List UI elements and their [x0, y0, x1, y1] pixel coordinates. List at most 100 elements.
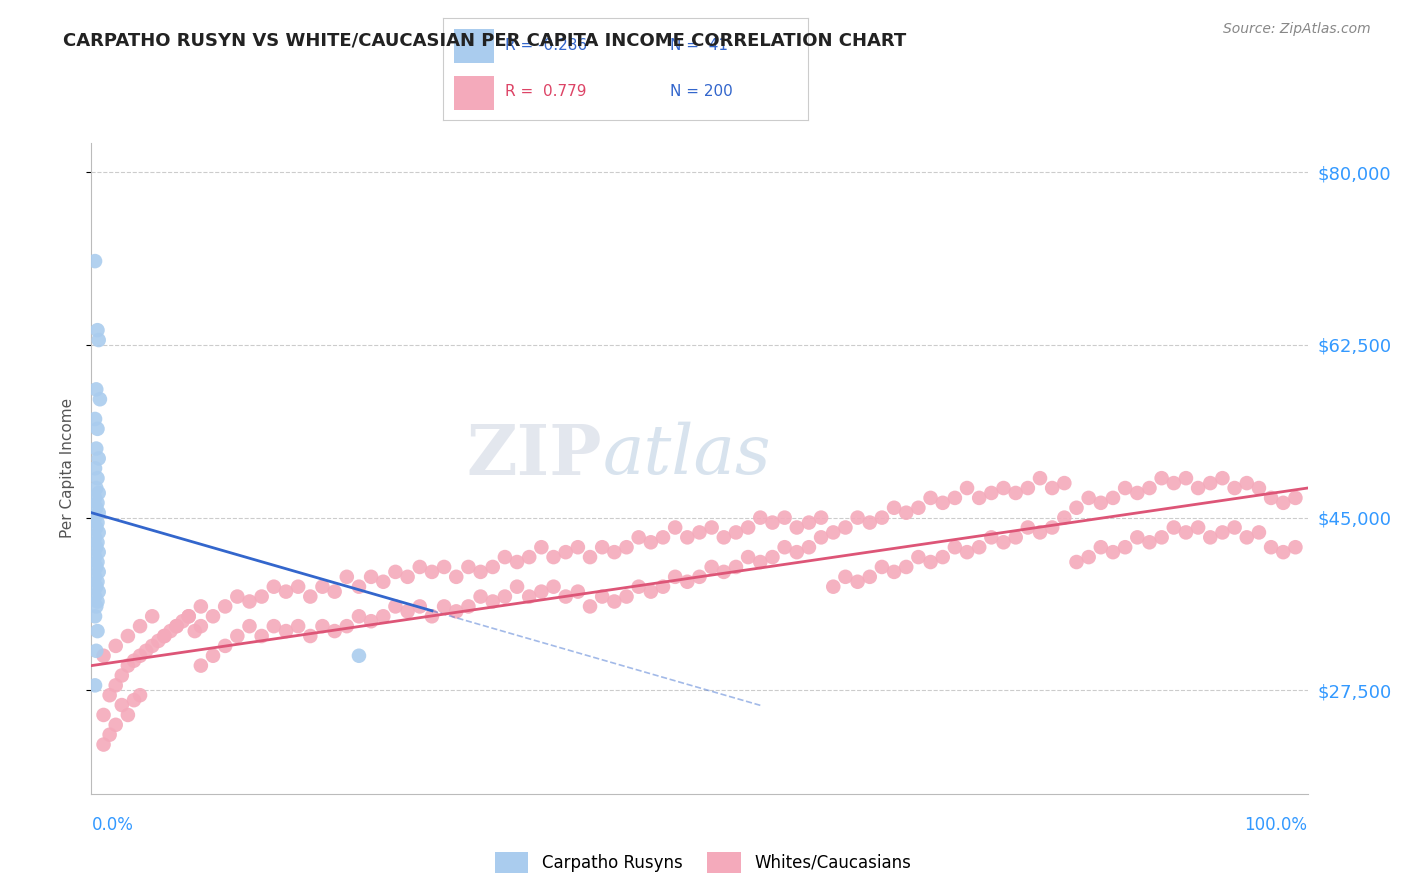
Point — [84, 550, 107, 565]
Point — [737, 520, 759, 534]
Point — [84, 510, 107, 524]
Point — [420, 565, 443, 579]
Point — [323, 584, 346, 599]
Legend: Carpatho Rusyns, Whites/Caucasians: Carpatho Rusyns, Whites/Caucasians — [488, 846, 918, 880]
Point — [98, 728, 121, 742]
Point — [129, 688, 152, 702]
Point — [122, 654, 145, 668]
Point — [1187, 481, 1209, 495]
Point — [1077, 491, 1099, 505]
Point — [457, 599, 479, 614]
Point — [859, 516, 882, 530]
Point — [1163, 520, 1185, 534]
Point — [86, 516, 108, 530]
Point — [86, 422, 108, 436]
Point — [444, 570, 467, 584]
Point — [1223, 520, 1246, 534]
Point — [494, 550, 516, 565]
Point — [1066, 500, 1088, 515]
Point — [1211, 525, 1233, 540]
Point — [420, 609, 443, 624]
Point — [1150, 471, 1173, 485]
Point — [299, 629, 322, 643]
Point — [846, 574, 869, 589]
Point — [86, 496, 108, 510]
Point — [907, 500, 929, 515]
Point — [1284, 540, 1306, 554]
Point — [956, 481, 979, 495]
Point — [846, 510, 869, 524]
Point — [274, 624, 297, 639]
Point — [1260, 491, 1282, 505]
Point — [1236, 530, 1258, 544]
Point — [141, 609, 163, 624]
Point — [263, 580, 285, 594]
Point — [1284, 491, 1306, 505]
Point — [457, 560, 479, 574]
Point — [823, 525, 845, 540]
Point — [1126, 530, 1149, 544]
Point — [554, 590, 576, 604]
Point — [870, 560, 893, 574]
Point — [943, 540, 966, 554]
Point — [238, 594, 260, 608]
Point — [190, 599, 212, 614]
Point — [652, 580, 675, 594]
Point — [481, 594, 503, 608]
Point — [84, 644, 107, 658]
Point — [87, 584, 110, 599]
Point — [517, 550, 540, 565]
Point — [360, 570, 382, 584]
Text: N =  41: N = 41 — [669, 38, 727, 53]
Point — [1040, 520, 1063, 534]
Point — [579, 550, 602, 565]
Point — [177, 609, 200, 624]
Point — [1102, 545, 1125, 559]
Point — [84, 580, 107, 594]
Point — [93, 708, 115, 723]
Point — [336, 619, 359, 633]
Point — [1102, 491, 1125, 505]
Point — [1272, 496, 1295, 510]
Point — [627, 530, 650, 544]
Point — [214, 639, 236, 653]
FancyBboxPatch shape — [454, 77, 494, 110]
Point — [202, 648, 225, 663]
Point — [773, 540, 796, 554]
Point — [202, 609, 225, 624]
Point — [87, 506, 110, 520]
Point — [664, 570, 686, 584]
Point — [1114, 481, 1136, 495]
Point — [84, 442, 107, 456]
Point — [84, 530, 107, 544]
Point — [773, 510, 796, 524]
Point — [688, 570, 710, 584]
Point — [86, 323, 108, 337]
Point — [1223, 481, 1246, 495]
Point — [931, 550, 953, 565]
Point — [409, 599, 432, 614]
Point — [591, 540, 613, 554]
Text: N = 200: N = 200 — [669, 84, 733, 99]
Point — [323, 624, 346, 639]
Point — [184, 624, 207, 639]
Point — [84, 491, 107, 505]
Point — [122, 693, 145, 707]
Point — [749, 555, 772, 569]
Point — [172, 614, 194, 628]
Point — [797, 540, 820, 554]
Point — [336, 570, 359, 584]
Point — [87, 486, 110, 500]
Point — [1247, 481, 1270, 495]
Point — [396, 604, 419, 618]
Point — [396, 570, 419, 584]
Point — [980, 486, 1002, 500]
Point — [311, 580, 333, 594]
Point — [543, 550, 565, 565]
Point — [761, 516, 783, 530]
Point — [384, 565, 406, 579]
Point — [530, 540, 553, 554]
Point — [896, 506, 918, 520]
Point — [920, 555, 942, 569]
Point — [1175, 525, 1198, 540]
